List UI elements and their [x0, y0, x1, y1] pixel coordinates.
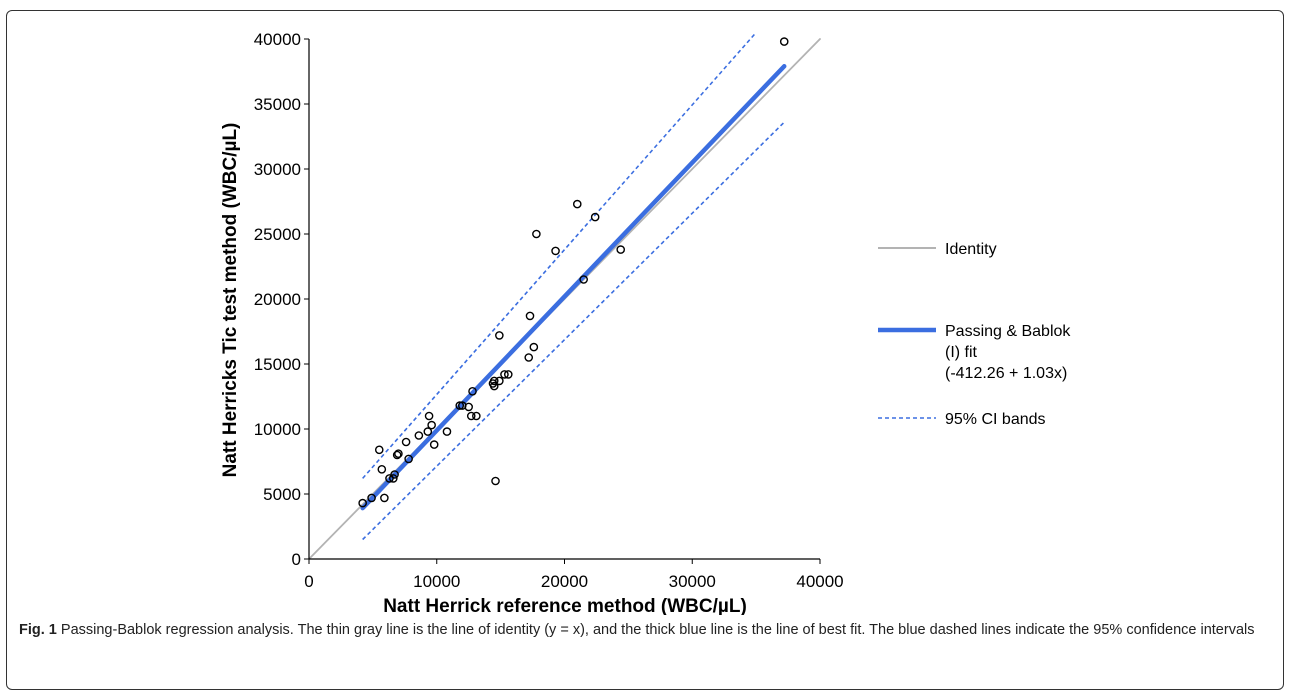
- x-tick-label: 0: [304, 572, 313, 591]
- axes: [304, 38, 821, 564]
- caption-text: Passing-Bablok regression analysis. The …: [56, 622, 1255, 638]
- data-point: [495, 376, 504, 386]
- legend-fit-label-2: (I) fit: [945, 344, 978, 361]
- data-point: [529, 342, 539, 352]
- data-point: [489, 376, 499, 386]
- data-point: [380, 493, 389, 503]
- data-point: [374, 445, 384, 455]
- y-tick-label: 20000: [254, 290, 301, 309]
- data-point: [464, 402, 473, 412]
- x-tick-label: 40000: [796, 572, 843, 591]
- data-point: [377, 464, 387, 474]
- data-point: [390, 470, 399, 479]
- y-tick-label: 10000: [254, 420, 301, 439]
- data-point: [525, 311, 535, 321]
- data-point: [468, 386, 477, 396]
- y-tick-label: 25000: [254, 225, 301, 244]
- legend-ci-label: 95% CI bands: [945, 411, 1046, 428]
- x-tick-label: 30000: [669, 572, 716, 591]
- data-point: [779, 37, 789, 46]
- data-point: [616, 245, 626, 254]
- tick-labels: 0 10000 20000 30000 40000 0 5000 10000 15000 2000…: [254, 30, 844, 591]
- data-point: [392, 450, 402, 460]
- figure-frame: [6, 10, 1284, 690]
- plot-area: [308, 31, 821, 560]
- data-point: [532, 229, 541, 239]
- data-point: [455, 401, 465, 410]
- data-point: [491, 476, 500, 486]
- data-point: [489, 381, 499, 391]
- legend-fit-label-1: Passing & Bablok: [945, 323, 1071, 340]
- data-point: [572, 199, 582, 209]
- data-point: [495, 331, 504, 340]
- caption-label: Fig. 1: [19, 622, 57, 638]
- y-tick-label: 35000: [254, 95, 301, 114]
- data-point: [500, 370, 509, 379]
- legend-fit-label-3: (-412.26 + 1.03x): [945, 365, 1067, 382]
- data-point: [389, 474, 398, 483]
- data-point: [472, 411, 481, 421]
- x-tick-label: 10000: [413, 572, 460, 591]
- ci-lower-line: [362, 121, 785, 541]
- data-point: [427, 420, 436, 430]
- chart: 0 10000 20000 30000 40000 0 5000 10000 15000 2000…: [220, 30, 1071, 615]
- data-point: [503, 370, 513, 379]
- x-axis-title: Natt Herrick reference method (WBC/µL): [383, 596, 747, 615]
- data-point: [442, 427, 452, 436]
- data-point: [414, 431, 424, 440]
- legend-identity-label: Identity: [945, 241, 997, 258]
- data-point: [551, 246, 560, 256]
- data-point: [424, 411, 434, 421]
- y-tick-label: 40000: [254, 30, 301, 49]
- data-point: [394, 449, 403, 459]
- fit-line: [360, 63, 787, 511]
- data-point: [524, 353, 534, 362]
- data-point: [590, 212, 600, 222]
- data-point: [466, 411, 476, 421]
- data-point: [358, 498, 367, 508]
- x-tick-label: 20000: [541, 572, 588, 591]
- y-tick-label: 30000: [254, 160, 301, 179]
- data-point: [423, 427, 433, 436]
- y-tick-label: 5000: [263, 485, 301, 504]
- data-point: [404, 454, 413, 464]
- data-point: [367, 493, 376, 503]
- y-axis-title: Natt Herricks Tic test method (WBC/µL): [220, 123, 241, 478]
- figure-caption: Fig. 1 Passing-Bablok regression analysi…: [19, 620, 1269, 640]
- y-tick-label: 15000: [254, 355, 301, 374]
- data-point: [579, 275, 588, 284]
- y-tick-label: 0: [292, 550, 301, 569]
- data-point: [401, 437, 411, 447]
- ci-upper-line: [362, 31, 757, 479]
- data-point: [429, 440, 439, 449]
- legend: Identity Passing & Bablok (I) fit (-412.…: [878, 241, 1071, 428]
